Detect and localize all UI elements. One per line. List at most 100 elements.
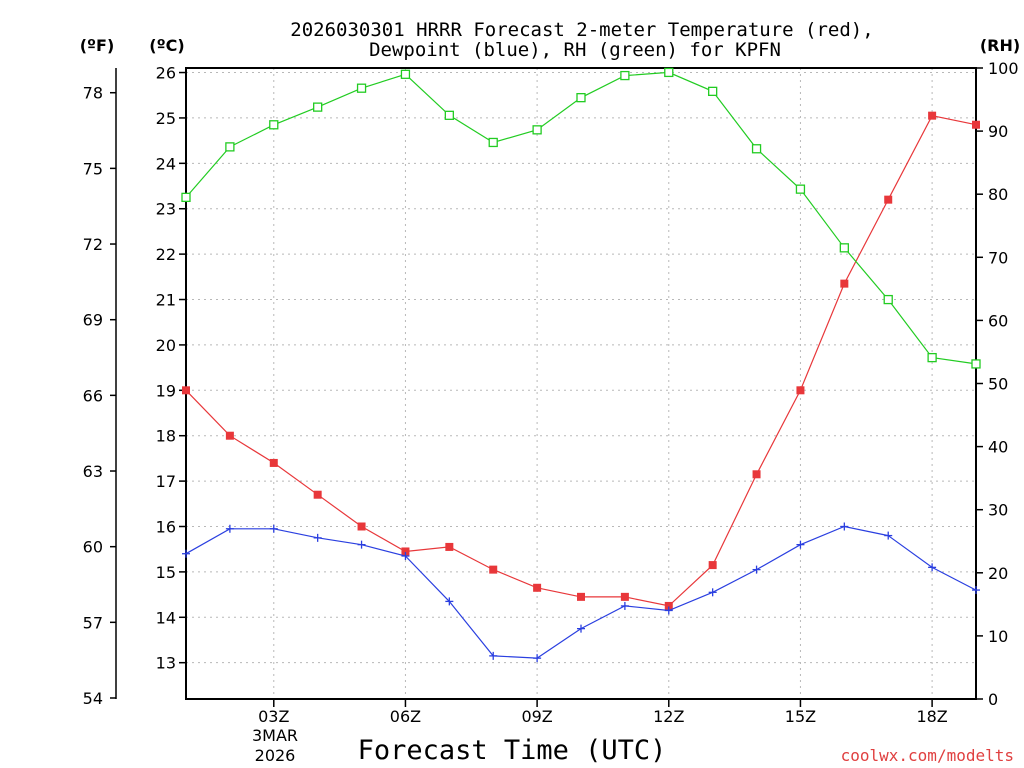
rh-point bbox=[751, 144, 762, 154]
temperature-point bbox=[972, 120, 980, 129]
rh-series bbox=[181, 67, 981, 369]
temperature-point bbox=[533, 583, 542, 592]
credit-text: coolwx.com/modelts bbox=[841, 746, 1014, 765]
rh-point bbox=[839, 243, 849, 253]
celsius-tick-label: 23 bbox=[156, 200, 176, 219]
rh-axis: 0 10 20 30 40 50 60 70 80 90 100 bbox=[976, 59, 1019, 709]
temperature-line bbox=[185, 115, 977, 607]
temperature-point bbox=[225, 431, 234, 440]
celsius-tick-label: 13 bbox=[156, 654, 176, 673]
dewpoint-point bbox=[840, 522, 849, 531]
rh-line bbox=[185, 71, 977, 365]
chart-title-line2: Dewpoint (blue), RH (green) for KPFN bbox=[369, 39, 781, 61]
rh-tick-label: 80 bbox=[988, 185, 1008, 204]
celsius-tick-label: 25 bbox=[156, 109, 176, 128]
temperature-point bbox=[489, 565, 498, 574]
rh-point bbox=[313, 102, 323, 112]
rh-point bbox=[576, 93, 586, 103]
rh-point bbox=[488, 137, 498, 148]
dewpoint-point bbox=[445, 597, 454, 606]
temperature-point bbox=[664, 601, 673, 610]
fahrenheit-tick-label: 66 bbox=[83, 386, 103, 405]
temperature-point bbox=[401, 547, 410, 556]
plot-frame bbox=[185, 67, 977, 700]
rh-point bbox=[444, 110, 454, 120]
dewpoint-point bbox=[664, 606, 673, 615]
x-axis: 03Z 06Z 09Z 12Z 15Z 18Z bbox=[258, 699, 948, 726]
dewpoint-point bbox=[489, 651, 498, 660]
temperature-point bbox=[269, 458, 278, 467]
x-tick-label: 03Z bbox=[258, 707, 289, 726]
temperature-point bbox=[840, 279, 849, 288]
rh-point bbox=[883, 294, 893, 305]
fahrenheit-tick-label: 54 bbox=[83, 689, 103, 708]
dewpoint-point bbox=[708, 588, 717, 597]
dewpoint-point bbox=[972, 586, 980, 595]
temperature-point bbox=[884, 195, 893, 204]
celsius-tick-label: 20 bbox=[156, 336, 176, 355]
rh-tick-label: 40 bbox=[988, 438, 1008, 457]
rh-point bbox=[927, 352, 937, 363]
rh-point bbox=[225, 142, 235, 152]
rh-point bbox=[532, 125, 542, 135]
dewpoint-point bbox=[269, 524, 278, 533]
dewpoint-point bbox=[401, 552, 410, 561]
temperature-point bbox=[357, 522, 366, 531]
celsius-tick-label: 14 bbox=[156, 608, 176, 627]
temperature-point bbox=[445, 542, 454, 551]
celsius-tick-label: 18 bbox=[156, 427, 176, 446]
dewpoint-point bbox=[928, 563, 937, 572]
rh-point bbox=[664, 67, 674, 78]
celsius-tick-label: 22 bbox=[156, 245, 176, 264]
rh-tick-label: 0 bbox=[988, 690, 998, 709]
chart-title-line1: 2026030301 HRRR Forecast 2-meter Tempera… bbox=[290, 19, 873, 41]
temperature-point bbox=[796, 386, 805, 395]
celsius-tick-label: 26 bbox=[156, 64, 176, 83]
dewpoint-point bbox=[357, 540, 366, 549]
rh-tick-label: 100 bbox=[988, 59, 1019, 78]
dewpoint-point bbox=[225, 524, 234, 533]
celsius-tick-label: 19 bbox=[156, 381, 176, 400]
rh-tick-label: 20 bbox=[988, 564, 1008, 583]
dewpoint-point bbox=[884, 531, 893, 540]
rh-point bbox=[795, 184, 806, 194]
dewpoint-series bbox=[182, 522, 980, 663]
fahrenheit-tick-label: 60 bbox=[83, 538, 103, 557]
rh-tick-label: 50 bbox=[988, 375, 1008, 394]
fahrenheit-tick-label: 78 bbox=[83, 84, 103, 103]
rh-tick-label: 10 bbox=[988, 627, 1008, 646]
fahrenheit-unit-label: (ºF) bbox=[80, 36, 115, 55]
temperature-point bbox=[182, 386, 190, 395]
temperature-series bbox=[182, 111, 980, 610]
celsius-tick-label: 21 bbox=[156, 291, 176, 310]
x-tick-label: 06Z bbox=[390, 707, 421, 726]
temperature-point bbox=[620, 592, 629, 601]
dewpoint-point bbox=[533, 654, 542, 663]
x-tick-label: 09Z bbox=[521, 707, 552, 726]
rh-point bbox=[356, 83, 367, 93]
temperature-point bbox=[708, 561, 717, 570]
fahrenheit-tick-label: 57 bbox=[83, 613, 103, 632]
fahrenheit-tick-label: 63 bbox=[83, 462, 103, 481]
fahrenheit-tick-label: 69 bbox=[83, 311, 103, 330]
date-label-month: 3MAR bbox=[252, 726, 298, 745]
temperature-point bbox=[313, 490, 322, 499]
rh-unit-label: (RH) bbox=[980, 36, 1020, 55]
x-tick-label: 15Z bbox=[785, 707, 816, 726]
x-tick-label: 18Z bbox=[916, 707, 947, 726]
rh-tick-label: 30 bbox=[988, 501, 1008, 520]
rh-tick-label: 90 bbox=[988, 122, 1008, 141]
celsius-axis: 13 14 15 16 17 18 19 20 21 22 23 24 25 26 bbox=[156, 64, 186, 673]
dewpoint-point bbox=[796, 540, 805, 549]
temperature-point bbox=[577, 592, 585, 601]
dewpoint-line bbox=[185, 525, 977, 659]
fahrenheit-tick-label: 72 bbox=[83, 235, 103, 254]
rh-point bbox=[400, 69, 411, 79]
temperature-point bbox=[928, 111, 937, 120]
rh-point bbox=[620, 70, 630, 81]
rh-point bbox=[971, 359, 981, 369]
celsius-tick-label: 15 bbox=[156, 563, 176, 582]
rh-point bbox=[708, 86, 718, 96]
celsius-tick-label: 16 bbox=[156, 517, 176, 536]
